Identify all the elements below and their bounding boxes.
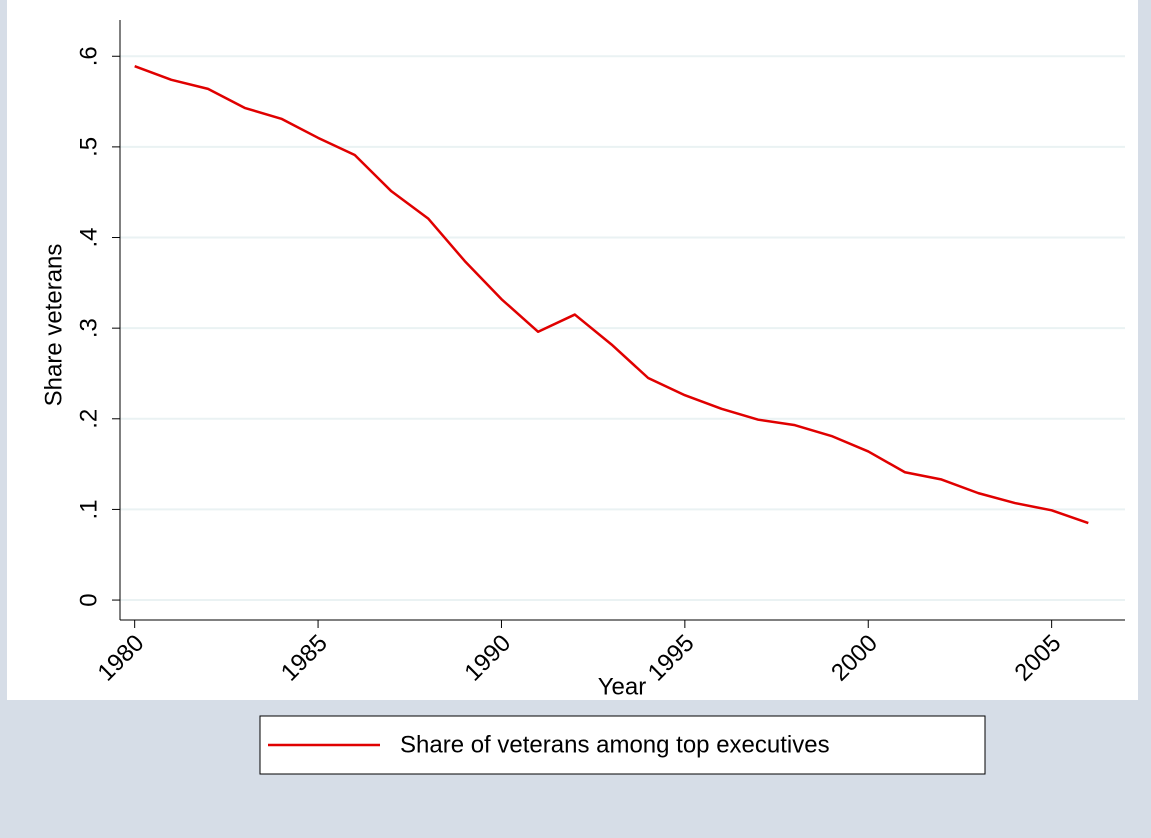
y-tick-label: .5 bbox=[75, 137, 102, 157]
x-axis-title: Year bbox=[598, 673, 647, 700]
legend bbox=[259, 715, 986, 775]
data-line bbox=[134, 65, 1089, 525]
y-tick-label: .4 bbox=[75, 228, 102, 248]
plot-background bbox=[7, 0, 1138, 700]
y-tick-label: 0 bbox=[75, 593, 102, 606]
y-tick-label: .1 bbox=[75, 499, 102, 519]
legend-label: Share of veterans among top executives bbox=[400, 731, 830, 758]
y-tick-label: .2 bbox=[75, 409, 102, 429]
y-tick-label: .6 bbox=[75, 46, 102, 66]
y-tick-label: .3 bbox=[75, 318, 102, 338]
y-axis-title: Share veterans bbox=[40, 244, 67, 407]
